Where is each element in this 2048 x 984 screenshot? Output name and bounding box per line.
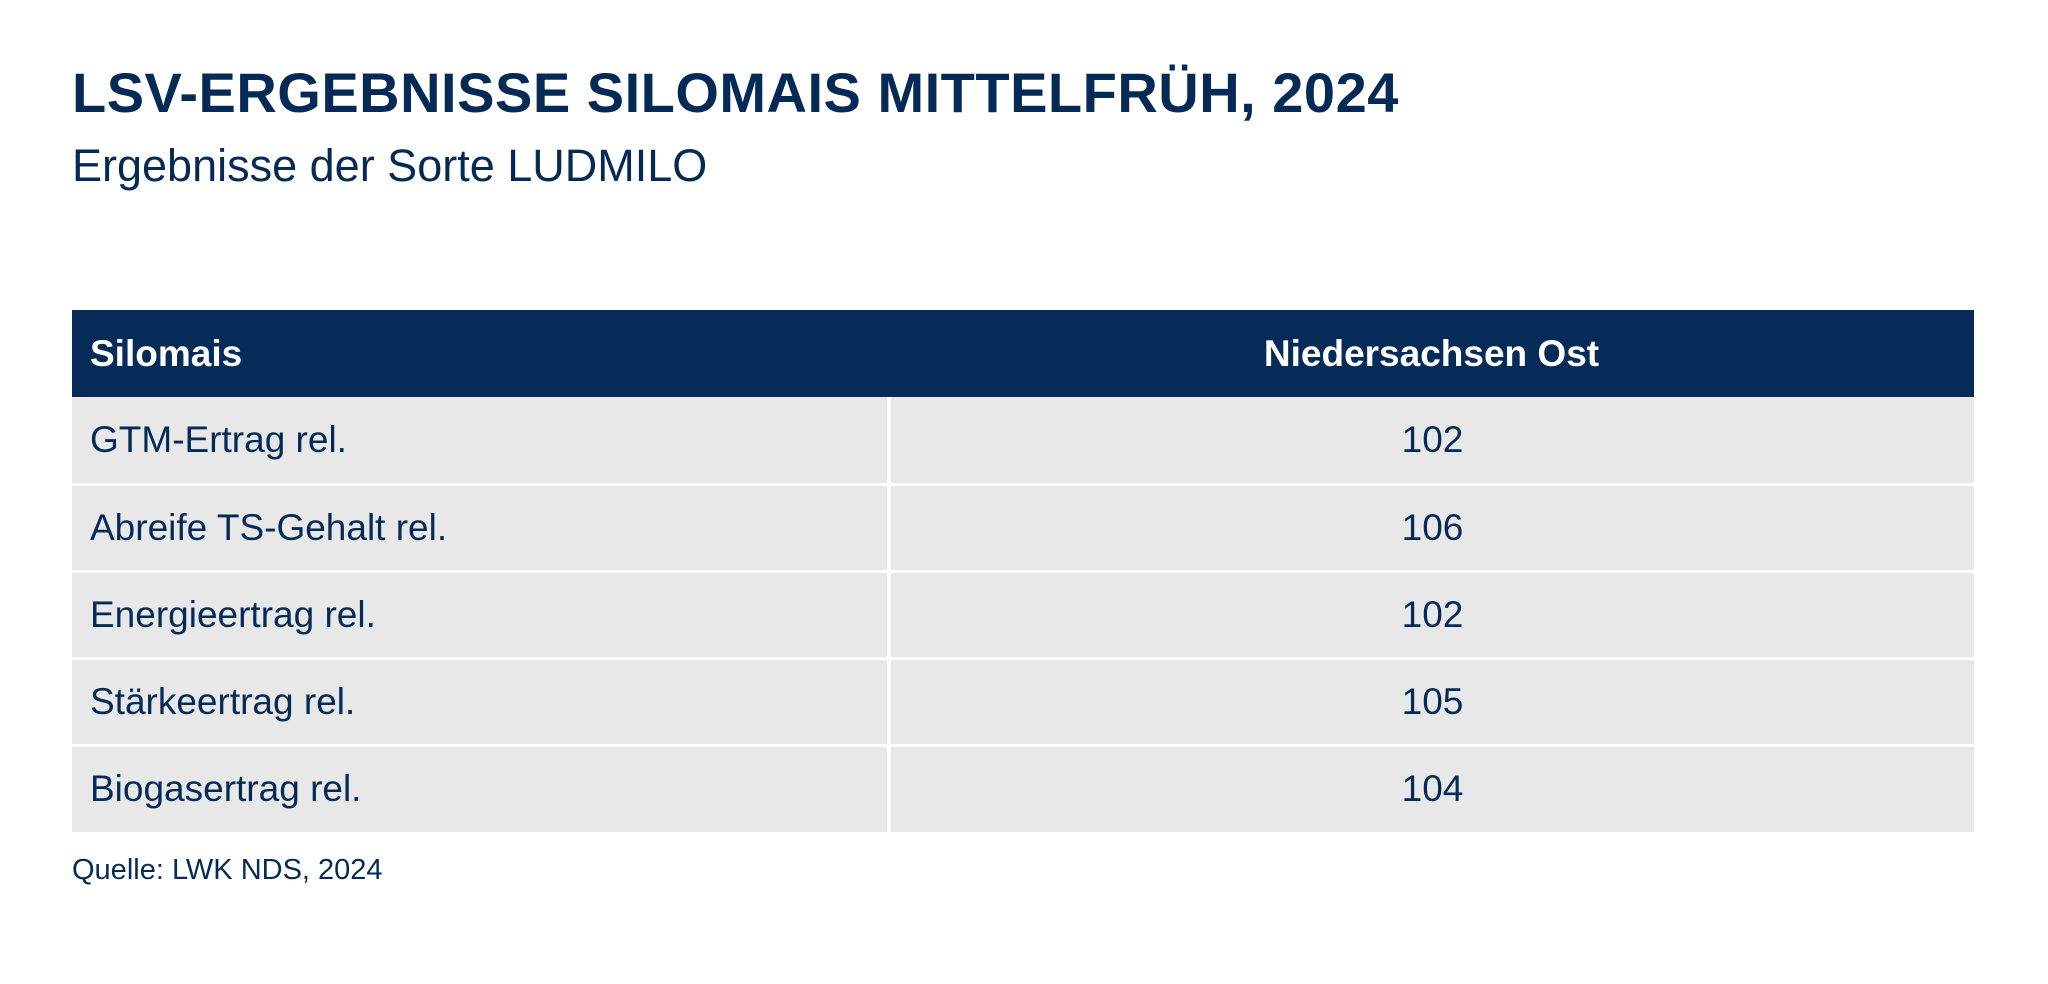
table-row: Abreife TS-Gehalt rel. 106 <box>72 482 1974 571</box>
chart-subtitle: Ergebnisse der Sorte LUDMILO <box>72 140 708 191</box>
table-header-row: Silomais Niedersachsen Ost <box>72 310 1974 397</box>
chart-header: LSV-ERGEBNISSE SILOMAIS MITTELFRÜH, 2024… <box>72 58 1399 196</box>
row-label: Stärkeertrag rel. <box>72 656 891 745</box>
row-label: GTM-Ertrag rel. <box>72 397 891 484</box>
row-value: 104 <box>889 743 1974 832</box>
table-row: Biogasertrag rel. 104 <box>72 743 1974 832</box>
row-label: Abreife TS-Gehalt rel. <box>72 482 891 571</box>
row-label: Biogasertrag rel. <box>72 743 891 832</box>
chart-title: LSV-ERGEBNISSE SILOMAIS MITTELFRÜH, 2024 <box>72 61 1399 124</box>
results-table: Silomais Niedersachsen Ost GTM-Ertrag re… <box>72 310 1974 832</box>
table-row: GTM-Ertrag rel. 102 <box>72 397 1974 484</box>
row-value: 102 <box>1401 418 1464 460</box>
column-header-niedersachsen-ost: Niedersachsen Ost <box>1263 332 1600 374</box>
table-header: Silomais Niedersachsen Ost <box>72 310 1974 397</box>
row-value: 102 <box>889 569 1974 658</box>
table-body: GTM-Ertrag rel. 102 Abreife TS-Gehalt re… <box>72 397 1974 832</box>
row-label: Energieertrag rel. <box>72 569 891 658</box>
row-value: 105 <box>889 656 1974 745</box>
source-note: Quelle: LWK NDS, 2024 <box>72 854 383 886</box>
column-header-silomais: Silomais <box>90 332 243 374</box>
row-value: 106 <box>889 482 1974 571</box>
table-row: Stärkeertrag rel. 105 <box>72 656 1974 745</box>
results-table-container: Silomais Niedersachsen Ost GTM-Ertrag re… <box>72 310 1974 832</box>
table-row: Energieertrag rel. 102 <box>72 569 1974 658</box>
